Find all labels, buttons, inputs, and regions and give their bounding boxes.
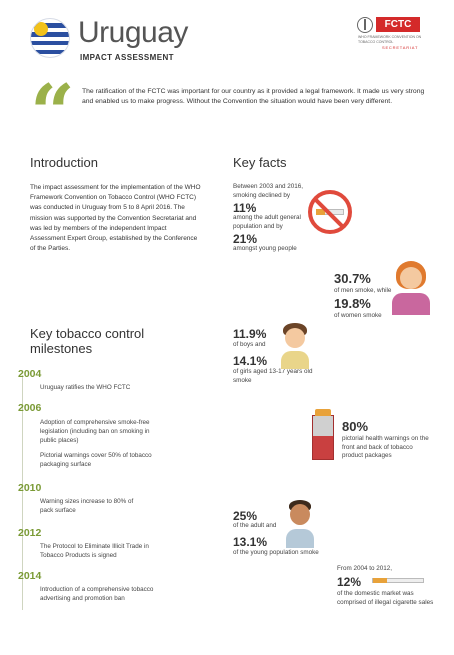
fctc-logo-tag: SECRETARIAT [382, 45, 419, 50]
man-icon [283, 500, 317, 548]
fact-text: of boys and [233, 341, 266, 348]
milestones-heading-line1: Key tobacco control [30, 326, 145, 341]
fact-value: 25% [233, 509, 258, 523]
milestone-year: 2010 [18, 482, 42, 494]
page-subtitle: IMPACT ASSESSMENT [80, 53, 174, 62]
fact-text: amongst young people [233, 245, 297, 252]
fact-text: pictorial health warnings on the front a… [342, 435, 429, 459]
quote-icon: “ [30, 68, 75, 159]
milestone-text: Introduction of a comprehensive tobacco … [40, 586, 154, 602]
page-title: Uruguay [78, 16, 188, 49]
milestone-text: The Protocol to Eliminate Illicit Trade … [40, 543, 149, 559]
fctc-logo: FCTC [376, 17, 420, 32]
fact-value: 80% [342, 419, 369, 434]
fact-text: among the adult general population and b… [233, 214, 301, 230]
milestone-text: Adoption of comprehensive smoke-free leg… [40, 419, 150, 444]
page-footer [0, 638, 454, 655]
fact-text: of the young population smoke [233, 549, 319, 556]
fact-value: 11% [233, 201, 257, 215]
fact-value: 14.1% [233, 354, 268, 368]
uruguay-flag-icon [30, 18, 70, 58]
fact-text: From 2004 to 2012, [337, 565, 392, 572]
fact-value: 13.1% [233, 535, 268, 549]
fact-text: of women smoke [334, 312, 382, 319]
fact-value: 21% [233, 232, 258, 246]
timeline-line [22, 375, 23, 610]
introduction-heading: Introduction [30, 155, 98, 170]
fact-value: 19.8% [334, 296, 371, 311]
no-smoking-icon [308, 190, 352, 234]
woman-icon [388, 261, 434, 315]
milestones-heading-line2: milestones [30, 341, 93, 356]
milestone-text: Pictorial warnings cover 50% of tobacco … [40, 452, 152, 468]
boy-icon [278, 323, 312, 369]
milestone-year: 2014 [18, 570, 42, 582]
fact-value: 12% [337, 575, 362, 589]
cigarette-pack-icon [312, 409, 334, 460]
fact-text: of the domestic market was comprised of … [337, 590, 434, 606]
fact-text: of girls aged 13-17 years old smoke [233, 368, 313, 384]
cigarette-icon [372, 578, 424, 583]
milestone-year: 2012 [18, 527, 42, 539]
introduction-text: The impact assessment for the implementa… [30, 184, 201, 253]
milestones-heading: Key tobacco control milestones [30, 326, 144, 356]
milestone-year: 2004 [18, 368, 42, 380]
milestone-year: 2006 [18, 402, 42, 414]
key-facts-heading: Key facts [233, 155, 287, 170]
milestone-text: Warning sizes increase to 80% of pack su… [40, 498, 134, 514]
fact-text: of the adult and [233, 522, 277, 529]
fctc-logo-subtext: WHO FRAMEWORK CONVENTION ON TOBACCO CONT… [358, 35, 422, 44]
milestone-text: Uruguay ratifies the WHO FCTC [40, 384, 131, 391]
fact-text: of men smoke, while [334, 287, 392, 294]
quote-text: The ratification of the FCTC was importa… [82, 88, 425, 105]
fact-text: Between 2003 and 2016, smoking declined … [233, 183, 304, 199]
who-emblem-icon [357, 17, 373, 33]
fact-value: 30.7% [334, 271, 371, 286]
fact-value: 11.9% [233, 327, 267, 341]
